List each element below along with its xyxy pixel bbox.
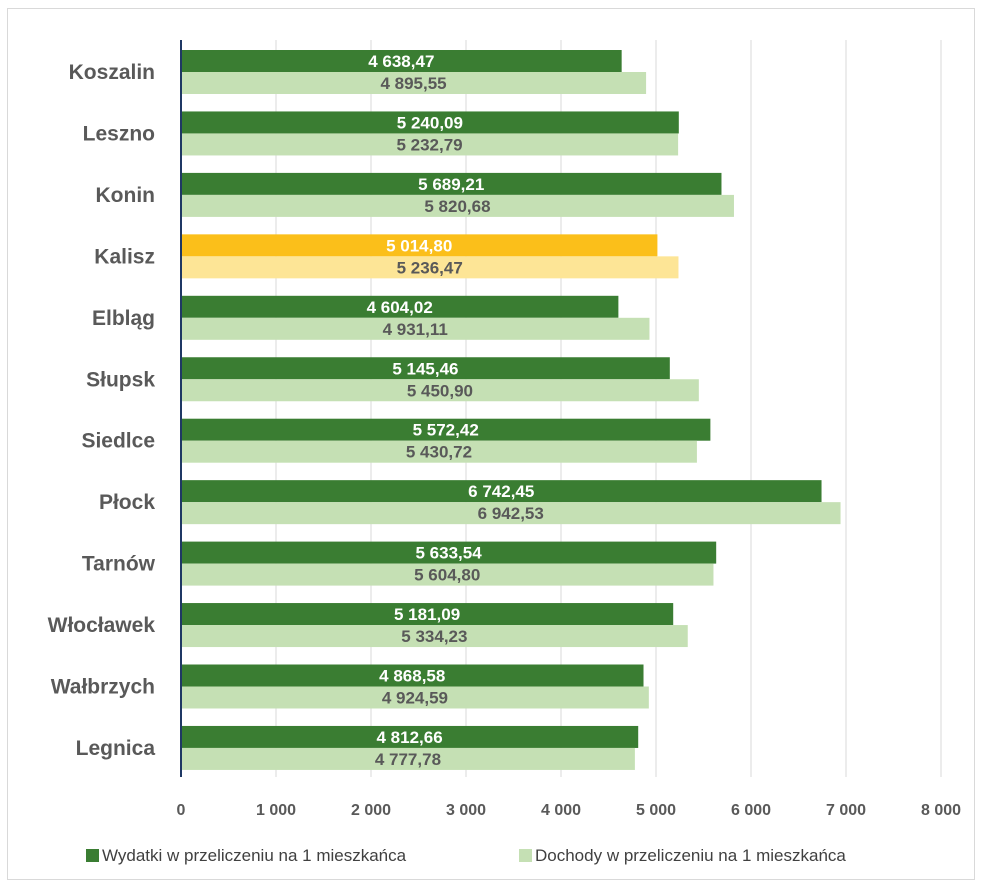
data-label-dochody: 5 236,47 [397,258,463,277]
category-label: Siedlce [81,430,155,453]
data-label-dochody: 5 334,23 [401,627,467,646]
data-label-dochody: 4 895,55 [380,74,446,93]
bar-dochody [181,72,647,94]
data-label-dochody: 5 450,90 [407,381,473,400]
data-label-wydatki: 6 742,45 [468,482,534,501]
bar-wydatki [181,541,717,564]
bar-dochody [181,440,697,463]
bar-wydatki [181,234,658,257]
x-tick-label: 4 000 [541,802,581,819]
bar-wydatki [181,295,619,318]
category-label: Kalisz [94,245,155,268]
bar-wydatki [181,111,679,134]
bar-wydatki [181,172,722,195]
bar-dochody [181,502,841,525]
data-label-dochody: 4 777,78 [375,750,441,769]
data-label-wydatki: 5 014,80 [386,236,452,255]
bar-wydatki [181,418,711,441]
bar-wydatki [181,664,644,687]
bar-dochody [181,256,679,279]
data-label-wydatki: 5 181,09 [394,605,460,624]
category-label: Tarnów [82,553,156,576]
category-label: Legnica [76,737,156,760]
category-label: Leszno [83,122,155,145]
bar-dochody [181,379,699,402]
data-label-wydatki: 4 604,02 [367,298,433,317]
bar-wydatki [181,50,622,72]
category-label: Elbląg [92,307,155,330]
x-tick-label: 3 000 [446,802,486,819]
x-tick-label: 1 000 [256,802,296,819]
legend-label-wydatki: Wydatki w przeliczeniu na 1 mieszkańca [102,846,407,865]
bar-dochody [181,194,734,217]
bar-wydatki [181,725,639,748]
category-label: Wałbrzych [51,676,155,699]
legend-swatch-dochody [519,849,532,862]
category-label: Koszalin [69,61,155,84]
bar-wydatki [181,357,670,380]
category-label: Konin [96,184,155,207]
bar-wydatki [181,603,674,626]
x-tick-label: 7 000 [826,802,866,819]
x-tick-label: 2 000 [351,802,391,819]
data-label-dochody: 5 604,80 [414,566,480,585]
category-label: Słupsk [86,368,155,391]
data-label-dochody: 6 942,53 [478,504,544,523]
data-label-dochody: 4 924,59 [382,689,448,708]
data-label-wydatki: 4 638,47 [368,52,434,71]
data-label-dochody: 4 931,11 [383,320,448,339]
data-label-wydatki: 5 689,21 [418,175,484,194]
legend-swatch-wydatki [86,849,99,862]
category-label: Płock [99,491,155,514]
data-label-wydatki: 5 572,42 [413,421,479,440]
bar-dochody [181,563,714,586]
bar-dochody [181,625,688,648]
data-label-wydatki: 4 812,66 [377,728,443,747]
x-tick-label: 8 000 [921,802,961,819]
data-label-dochody: 5 820,68 [424,197,490,216]
bar-dochody [181,686,649,709]
x-tick-label: 0 [177,802,186,819]
data-label-wydatki: 4 868,58 [379,667,445,686]
data-label-wydatki: 5 633,54 [415,544,482,563]
bar-dochody [181,317,650,340]
category-label: Włocławek [48,614,156,637]
x-tick-label: 6 000 [731,802,771,819]
data-label-dochody: 5 430,72 [406,443,472,462]
bar-dochody [181,133,679,156]
legend-label-dochody: Dochody w przeliczeniu na 1 mieszkańca [535,846,846,865]
x-tick-label: 5 000 [636,802,676,819]
bar-dochody [181,747,635,770]
data-label-dochody: 5 232,79 [396,135,462,154]
data-label-wydatki: 5 145,46 [392,359,458,378]
bar-wydatki [181,480,822,503]
data-label-wydatki: 5 240,09 [397,113,463,132]
